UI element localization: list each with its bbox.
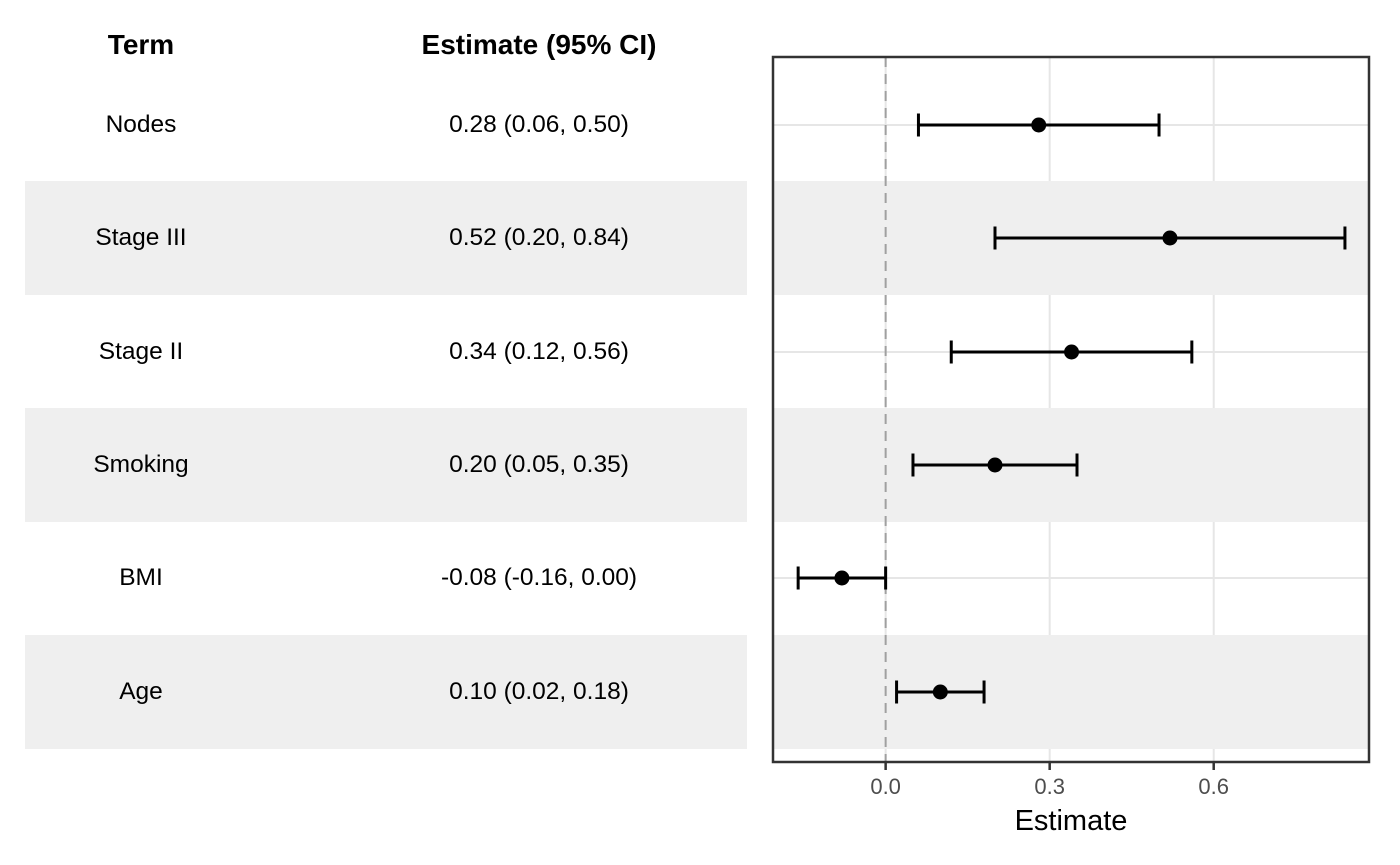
term-label: Smoking <box>93 450 189 478</box>
panel-stripe <box>773 635 1369 749</box>
table-row-stripe <box>25 408 747 522</box>
estimate-ci-value: 0.28 (0.06, 0.50) <box>449 110 629 138</box>
table-row: Smoking 0.20 (0.05, 0.35) <box>0 408 748 522</box>
term-label: Stage III <box>95 223 187 251</box>
table-row: Stage II 0.34 (0.12, 0.56) <box>0 295 748 409</box>
estimate-point <box>1162 230 1178 246</box>
term-label: BMI <box>119 563 163 591</box>
table-row: Stage III 0.52 (0.20, 0.84) <box>0 181 748 295</box>
estimate-ci-value: 0.34 (0.12, 0.56) <box>449 337 629 365</box>
x-axis-label: Estimate <box>1015 805 1128 837</box>
estimate-ci-value: 0.10 (0.02, 0.18) <box>449 677 629 705</box>
estimate-ci-value: -0.08 (-0.16, 0.00) <box>440 563 638 591</box>
estimate-ci-value: 0.52 (0.20, 0.84) <box>449 223 629 251</box>
table-row-stripe <box>25 181 747 295</box>
panel-border <box>771 55 1371 764</box>
col-header-term: Term <box>107 28 175 60</box>
estimate-point <box>987 457 1003 473</box>
estimate-point <box>1031 117 1047 133</box>
table-row: BMI -0.08 (-0.16, 0.00) <box>0 521 748 635</box>
col-header-estimate: Estimate (95% CI) <box>421 28 657 60</box>
table-header-row: Term Estimate (95% CI) <box>0 17 748 73</box>
x-tick-label: 0.0 <box>870 774 901 799</box>
term-label: Age <box>119 677 163 705</box>
table-row: Age 0.10 (0.02, 0.18) <box>0 635 748 749</box>
estimate-point <box>1064 344 1080 360</box>
table-row: Nodes 0.28 (0.06, 0.50) <box>0 68 748 182</box>
estimate-ci-value: 0.20 (0.05, 0.35) <box>449 450 629 478</box>
term-label: Nodes <box>105 110 177 138</box>
table-row-stripe <box>25 635 747 749</box>
estimate-point <box>932 684 948 700</box>
x-tick-label: 0.6 <box>1198 774 1229 799</box>
estimate-point <box>834 570 850 586</box>
term-label: Stage II <box>98 337 184 365</box>
x-tick-label: 0.3 <box>1034 774 1065 799</box>
